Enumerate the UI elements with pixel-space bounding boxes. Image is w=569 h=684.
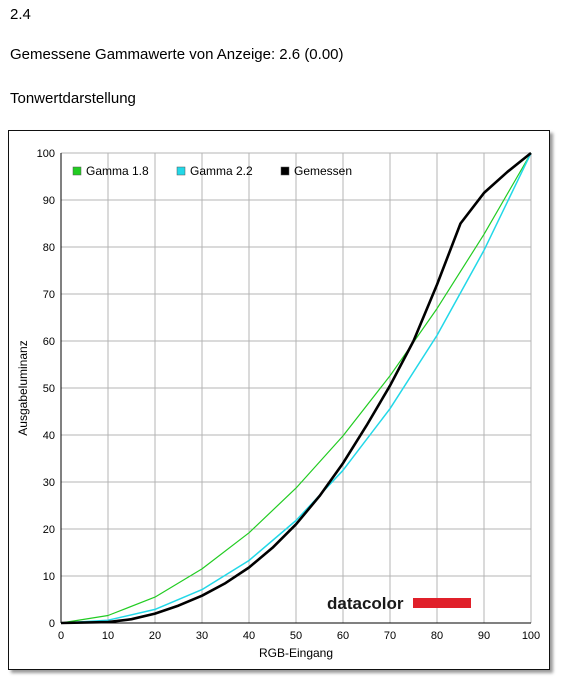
datacolor-logo-text: datacolor	[327, 594, 404, 613]
x-tick-label: 100	[522, 630, 540, 642]
series-line-gemessen	[60, 151, 532, 625]
y-tick-label: 70	[43, 289, 55, 301]
chart-svg: 0 10 20 30 40 50 60 70 80 90 100 0 10 20 30 40 50 60 70 80 9…	[16, 148, 540, 660]
measured-gamma-text: Gemessene Gammawerte von Anzeige: 2.6 (0…	[10, 46, 344, 63]
x-tick-label: 70	[384, 630, 396, 642]
legend-swatch	[280, 166, 290, 176]
x-tick-label: 0	[58, 630, 64, 642]
y-axis-title: Ausgabeluminanz	[16, 340, 30, 435]
x-tick-label: 30	[196, 630, 208, 642]
series-line-gamma-2-2	[60, 152, 532, 624]
series-line-gamma-1-8	[60, 152, 532, 624]
x-tick-label: 90	[478, 630, 490, 642]
x-tick-label: 20	[149, 630, 161, 642]
legend-swatch	[72, 166, 82, 176]
y-tick-label: 80	[43, 242, 55, 254]
datacolor-logo-bar	[413, 598, 471, 608]
x-tick-label: 80	[431, 630, 443, 642]
y-tick-label: 100	[37, 148, 55, 160]
y-tick-label: 30	[43, 477, 55, 489]
y-tick-label: 50	[43, 383, 55, 395]
y-tick-label: 10	[43, 571, 55, 583]
legend-swatch	[176, 166, 186, 176]
y-tick-label: 20	[43, 524, 55, 536]
legend-label: Gamma 1.8	[86, 164, 149, 178]
section-number: 2.4	[10, 6, 31, 23]
y-tick-label: 90	[43, 195, 55, 207]
legend-label: Gamma 2.2	[190, 164, 253, 178]
y-tick-label: 40	[43, 430, 55, 442]
legend-label: Gemessen	[294, 164, 352, 178]
x-tick-label: 10	[102, 630, 114, 642]
y-tick-label: 0	[49, 618, 55, 630]
tone-response-chart: 0 10 20 30 40 50 60 70 80 90 100 0 10 20 30 40 50 60 70 80 9…	[8, 130, 550, 670]
y-tick-label: 60	[43, 336, 55, 348]
x-tick-label: 50	[290, 630, 302, 642]
x-tick-label: 60	[337, 630, 349, 642]
x-axis-title: RGB-Eingang	[259, 646, 333, 660]
x-tick-label: 40	[243, 630, 255, 642]
chart-heading: Tonwertdarstellung	[10, 90, 136, 107]
